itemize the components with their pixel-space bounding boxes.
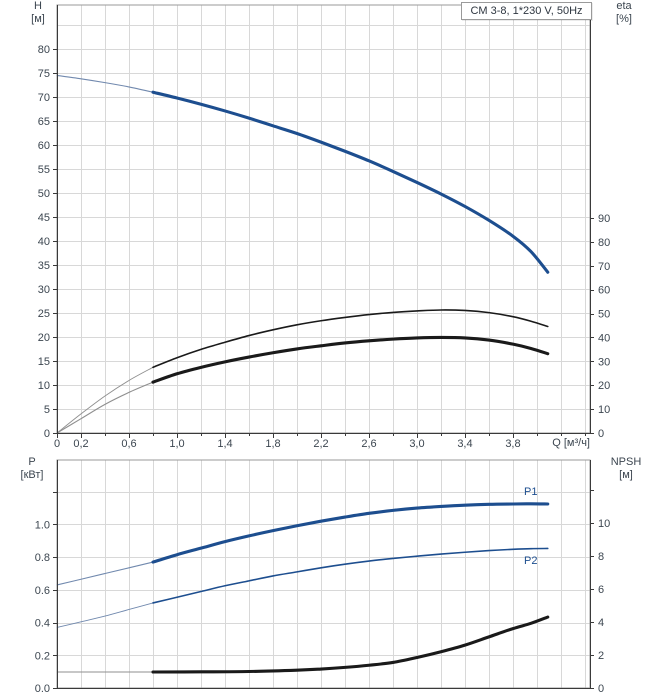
power-axis-unit: [кВт]	[20, 469, 44, 481]
curve-eta-pump-motor-thin	[56, 381, 154, 434]
curve-eta-pump-thin	[56, 366, 154, 434]
eta-axis-unit: [%]	[616, 13, 632, 25]
power-axis-header: P [кВт]	[12, 456, 52, 482]
tick-label-right: 90	[598, 213, 610, 225]
tick-label-left: 80	[38, 44, 50, 56]
grid	[57, 460, 590, 688]
tick-label-left: 1.0	[35, 519, 50, 531]
tick-label-left: 50	[38, 188, 50, 200]
tick-label-x: 3,8	[505, 438, 520, 450]
tick-labels: 0.0 0.2 0.4 0.6 0.8 1.0 0 2 4 6 8 10	[35, 518, 611, 695]
curve-P1-thin	[56, 561, 154, 586]
axes	[53, 460, 594, 689]
tick-label-left: 0.8	[35, 552, 50, 564]
tick-label-right: 40	[598, 332, 610, 344]
tick-label-left: 0.2	[35, 650, 50, 662]
tick-label-right: 80	[598, 237, 610, 249]
curve-NPSH	[151, 615, 550, 674]
plot-frame	[56, 459, 591, 689]
tick-label-right: 0	[598, 683, 604, 695]
tick-label-left: 0.4	[35, 618, 50, 630]
tick-label-x: 1,4	[217, 438, 232, 450]
tick-label-left: 55	[38, 164, 50, 176]
tick-label-left: 25	[38, 308, 50, 320]
tick-label-x: 1,0	[169, 438, 184, 450]
tick-label-right: 0	[598, 428, 604, 440]
curve-H	[151, 90, 550, 274]
tick-label-right: 30	[598, 356, 610, 368]
curve-P2-thin	[56, 602, 154, 628]
tick-label-x: 2,6	[361, 438, 376, 450]
tick-label-right: 8	[598, 551, 604, 563]
tick-label-right: 60	[598, 285, 610, 297]
axes	[53, 5, 594, 438]
head-efficiency-chart: 0 5 10 15 20 25 30 35 40 45 50 55 60 65 70 75 80 0 10 20 30 4…	[38, 4, 611, 450]
curve-eta-pump	[152, 309, 549, 369]
curve-H-thin	[56, 74, 154, 93]
p1-curve-label: P1	[524, 486, 538, 498]
pump-title-box: CM 3-8, 1*230 V, 50Hz	[461, 2, 592, 20]
tick-label-x: 3,4	[457, 438, 472, 450]
npsh-axis-header: NPSH [м]	[600, 456, 652, 482]
tick-label-x: 2,2	[313, 438, 328, 450]
tick-label-right: 6	[598, 584, 604, 596]
grid	[57, 5, 590, 433]
curve-P2	[152, 547, 549, 604]
power-npsh-chart: 0.0 0.2 0.4 0.6 0.8 1.0 0 2 4 6 8 10	[35, 459, 611, 695]
eta-axis-label: eta	[616, 0, 632, 12]
tick-label-x: 0,2	[73, 438, 88, 450]
tick-label-right: 50	[598, 309, 610, 321]
tick-labels: 0 5 10 15 20 25 30 35 40 45 50 55 60 65 70 75 80 0 10 20 30 4…	[38, 44, 611, 450]
tick-label-right: 2	[598, 650, 604, 662]
tick-label-left: 0.0	[35, 683, 50, 695]
tick-label-left: 35	[38, 260, 50, 272]
tick-label-left: 15	[38, 356, 50, 368]
eta-axis-header: eta [%]	[604, 0, 644, 26]
tick-label-left: 0	[44, 428, 50, 440]
tick-label-left: 65	[38, 116, 50, 128]
tick-label-x: 0,6	[121, 438, 136, 450]
tick-label-left: 70	[38, 92, 50, 104]
tick-label-right: 10	[598, 518, 610, 530]
tick-label-right: 10	[598, 404, 610, 416]
head-axis-header: H [м]	[24, 0, 52, 26]
tick-label-left: 10	[38, 380, 50, 392]
p2-curve-label: P2	[524, 555, 538, 567]
tick-label-x: 1,8	[265, 438, 280, 450]
tick-label-x: 3,0	[409, 438, 424, 450]
tick-label-right: 4	[598, 617, 604, 629]
head-axis-unit: [м]	[31, 13, 45, 25]
tick-label-left: 40	[38, 236, 50, 248]
power-axis-label: P	[28, 456, 36, 468]
tick-label-left: 45	[38, 212, 50, 224]
plot-frame	[56, 4, 591, 434]
npsh-axis-unit: [м]	[619, 469, 633, 481]
curve-eta-pump-motor	[151, 335, 550, 384]
tick-label-right: 20	[598, 380, 610, 392]
tick-label-right: 70	[598, 261, 610, 273]
curve-P1	[151, 502, 550, 564]
tick-label-left: 20	[38, 332, 50, 344]
flow-axis-label: Q [м³/ч]	[552, 437, 590, 449]
tick-label-left: 75	[38, 68, 50, 80]
tick-label-x: 0	[54, 438, 60, 450]
tick-label-left: 60	[38, 140, 50, 152]
tick-label-left: 0.6	[35, 585, 50, 597]
head-axis-label: H	[34, 0, 42, 12]
tick-label-left: 5	[44, 404, 50, 416]
tick-label-left: 30	[38, 284, 50, 296]
npsh-axis-label: NPSH	[610, 456, 642, 468]
